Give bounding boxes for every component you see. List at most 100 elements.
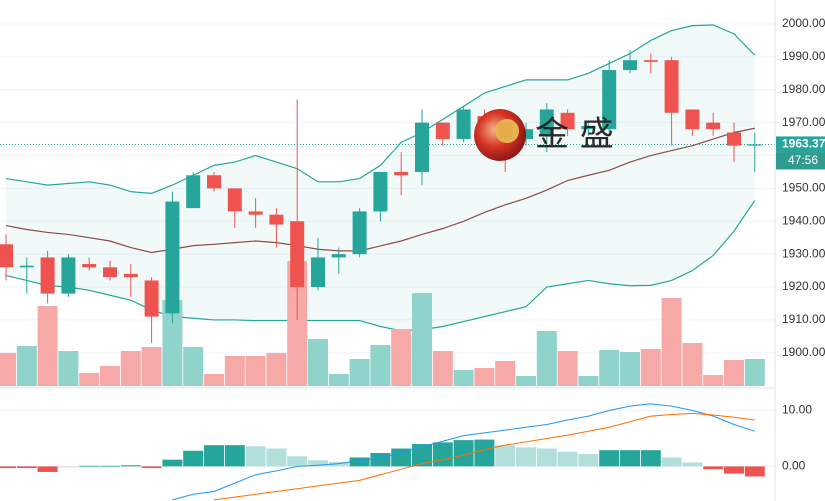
candle-body — [664, 60, 679, 113]
macd-hist-bar — [578, 454, 599, 467]
macd-hist-bar — [16, 466, 37, 469]
volume-bar — [245, 356, 266, 386]
logo-inner — [495, 119, 519, 143]
candle-body — [602, 70, 617, 130]
y-tick-label: 1940.00 — [782, 213, 825, 227]
macd-hist-bar — [557, 451, 578, 467]
volume-bar — [744, 359, 765, 386]
candle-body — [560, 112, 575, 130]
volume-bar — [703, 375, 724, 386]
volume-bar — [349, 359, 370, 386]
macd-hist-bar — [0, 466, 16, 469]
candle-body — [123, 273, 138, 278]
y-tick-label: 2000.00 — [782, 16, 825, 30]
volume-bar — [224, 356, 245, 386]
candle-body — [456, 109, 471, 140]
candle-body — [40, 257, 55, 294]
last-price-label: 1963.37 — [782, 137, 825, 151]
candle-body — [82, 264, 97, 268]
volume-bar — [724, 360, 744, 386]
volume-bar — [204, 374, 224, 386]
candle-body — [227, 188, 242, 212]
band-middle — [5, 127, 755, 254]
volume-bar — [328, 374, 349, 386]
candle-body — [747, 144, 762, 146]
volume-bar — [162, 300, 183, 386]
band-lower — [5, 200, 756, 332]
macd-hist-bar — [204, 445, 224, 467]
macd-hist-bar — [349, 457, 370, 467]
macd-hist-bar — [744, 466, 765, 477]
volume-bar — [495, 361, 516, 386]
volume-bar — [682, 343, 703, 386]
candle-body — [311, 257, 325, 288]
macd-hist-bar — [391, 448, 412, 467]
candle-body — [685, 109, 700, 130]
macd-hist-bar — [183, 450, 204, 467]
last-price-box — [776, 136, 825, 153]
macd-line — [213, 412, 755, 501]
macd-hist-bar — [141, 466, 162, 469]
volume-bar — [79, 373, 100, 386]
candle-body — [415, 122, 429, 172]
candle-body — [269, 214, 284, 225]
volume-bar — [370, 345, 391, 386]
volume-bar — [37, 306, 58, 386]
macd-hist-bar — [661, 457, 682, 467]
candle-body — [435, 122, 450, 140]
macd-hist-bar — [495, 445, 516, 467]
y-tick-label: 1910.00 — [782, 312, 825, 326]
volume-bar — [16, 346, 37, 386]
volume-bar — [141, 347, 162, 386]
volume-bar — [0, 353, 16, 386]
candle-body — [144, 280, 159, 317]
macd-hist-bar — [328, 461, 349, 467]
macd-hist-bar — [120, 465, 141, 467]
candle-body — [623, 60, 637, 71]
candle-body — [727, 132, 741, 146]
macd-hist-bar — [620, 450, 640, 467]
volume-bar — [620, 352, 640, 386]
y-tick-label: 1980.00 — [782, 82, 825, 96]
volume-bar — [308, 339, 328, 386]
countdown: 47:56 — [788, 153, 818, 167]
candle-body — [706, 122, 721, 130]
macd-hist-bar — [58, 466, 79, 468]
candle-body — [290, 221, 305, 288]
candle-body — [643, 60, 658, 62]
watermark-text: 金 盛 — [535, 115, 614, 155]
volume-bar — [287, 261, 308, 386]
macd-hist-bar — [287, 456, 308, 467]
countdown-box — [776, 152, 825, 170]
macd-hist-bar — [640, 450, 661, 467]
macd-hist-bar — [412, 444, 432, 467]
candle-body — [519, 129, 533, 140]
grid — [0, 23, 775, 467]
macd-hist-bar — [224, 445, 245, 467]
candle-body — [61, 257, 76, 294]
candle-body — [581, 125, 596, 130]
macd-hist-bar — [162, 459, 183, 467]
candle-body — [103, 267, 117, 278]
macd-line — [172, 403, 755, 501]
candle-body — [19, 265, 34, 268]
macd-tick-label: 0.00 — [782, 459, 806, 473]
volume-bar — [536, 331, 557, 386]
volume-bar — [432, 351, 453, 386]
candle-body — [352, 211, 367, 255]
candle-body — [373, 171, 388, 212]
candle-body — [394, 171, 409, 176]
candle-body — [0, 244, 13, 268]
macd-hist-bar — [79, 465, 100, 467]
macd-hist-bar — [453, 440, 474, 467]
macd-hist-bar — [308, 460, 328, 467]
volume-bar — [453, 370, 474, 386]
watermark: 金 盛 — [474, 109, 614, 161]
macd-tick-label: 10.00 — [782, 403, 812, 417]
y-tick-label: 1990.00 — [782, 49, 825, 63]
macd-hist-bar — [682, 462, 703, 467]
y-tick-label: 1900.00 — [782, 345, 825, 359]
y-tick-label: 1920.00 — [782, 279, 825, 293]
volume-bar — [391, 329, 412, 386]
